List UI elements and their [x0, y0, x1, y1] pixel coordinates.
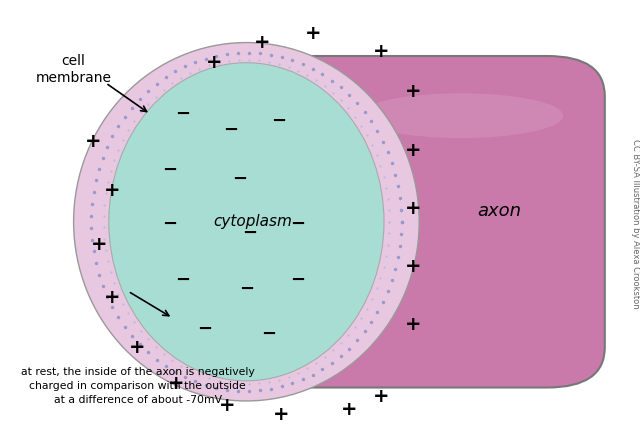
- Text: −: −: [271, 112, 286, 130]
- Text: −: −: [197, 320, 212, 338]
- Text: +: +: [84, 132, 101, 151]
- Text: −: −: [261, 325, 276, 343]
- Text: +: +: [305, 24, 322, 43]
- Text: cytoplasm: cytoplasm: [213, 214, 292, 229]
- Text: −: −: [290, 271, 305, 289]
- Text: −: −: [242, 224, 257, 242]
- Text: +: +: [372, 42, 389, 61]
- Text: +: +: [91, 235, 108, 254]
- Text: −: −: [162, 215, 177, 233]
- Text: +: +: [404, 257, 421, 276]
- Text: −: −: [162, 161, 177, 179]
- Text: at rest, the inside of the axon is negatively
charged in comparison with the out: at rest, the inside of the axon is negat…: [20, 367, 255, 405]
- Text: +: +: [104, 181, 120, 200]
- Text: +: +: [273, 405, 290, 424]
- Text: +: +: [206, 53, 223, 72]
- Text: −: −: [232, 170, 248, 188]
- Text: +: +: [254, 33, 271, 52]
- Text: +: +: [104, 289, 120, 307]
- Bar: [240, 56, 304, 388]
- Text: −: −: [239, 280, 254, 298]
- Text: +: +: [404, 315, 421, 334]
- Text: +: +: [404, 199, 421, 218]
- Text: +: +: [219, 396, 236, 415]
- Text: +: +: [129, 338, 146, 357]
- Text: −: −: [175, 105, 190, 123]
- Ellipse shape: [358, 93, 563, 138]
- Ellipse shape: [109, 63, 384, 381]
- Ellipse shape: [74, 43, 419, 401]
- Text: +: +: [404, 82, 421, 101]
- Text: +: +: [372, 387, 389, 406]
- Text: +: +: [340, 401, 357, 419]
- Text: −: −: [223, 121, 238, 139]
- Text: −: −: [175, 271, 190, 289]
- FancyBboxPatch shape: [240, 56, 605, 388]
- Text: +: +: [168, 374, 184, 392]
- Text: axon: axon: [477, 202, 521, 220]
- Text: −: −: [290, 215, 305, 233]
- Text: cell
membrane: cell membrane: [36, 54, 111, 85]
- Text: +: +: [404, 141, 421, 159]
- Text: CC BY-SA Illustration by Alexa Crookston: CC BY-SA Illustration by Alexa Crookston: [631, 139, 640, 309]
